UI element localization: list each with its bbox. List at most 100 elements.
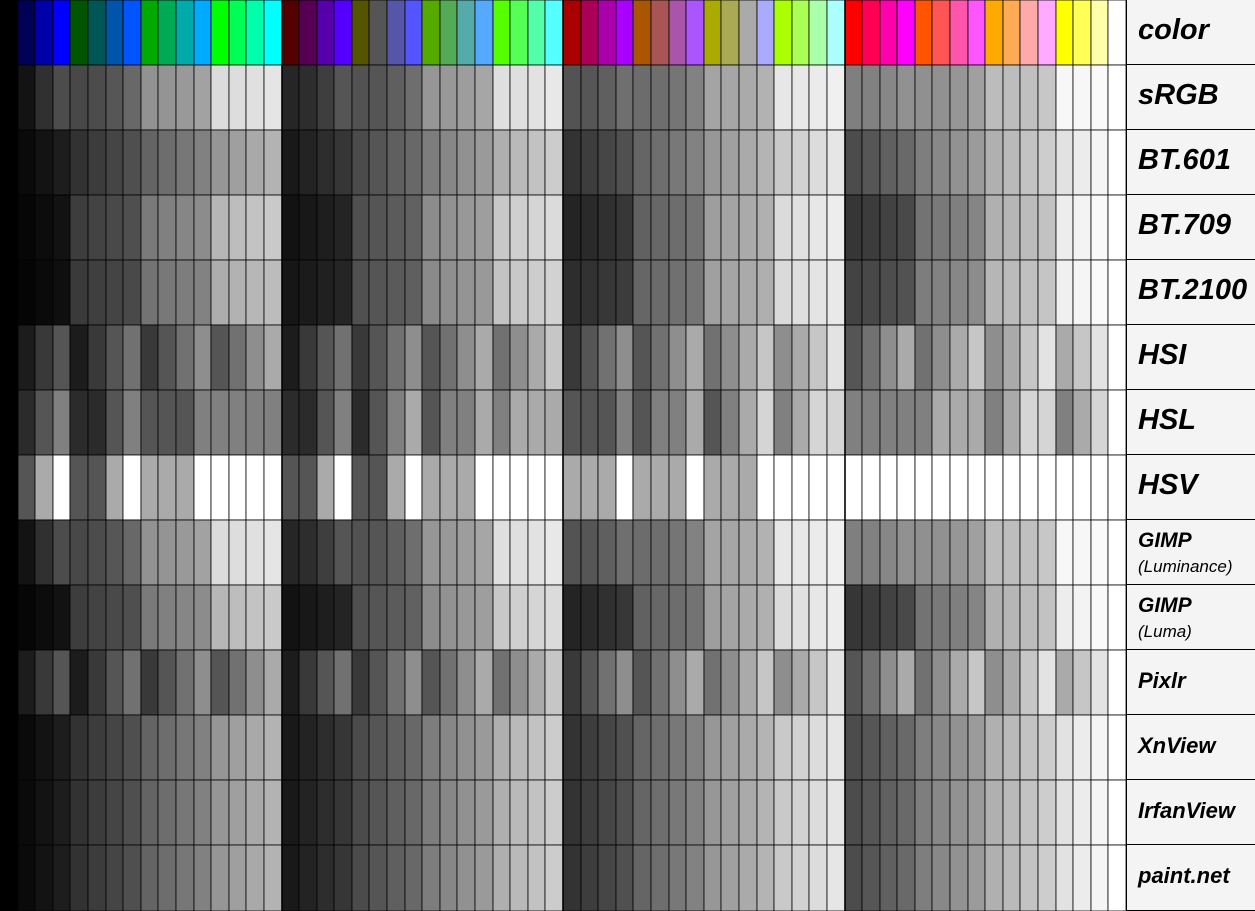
swatch-cell: [738, 64, 758, 131]
swatch-cell: [263, 0, 283, 66]
swatch-cell: [157, 519, 177, 586]
swatch-cell: [421, 0, 441, 66]
swatch-cell: [333, 194, 353, 261]
swatch-cell: [1037, 714, 1057, 781]
swatch-cell: [720, 64, 740, 131]
swatch-cell: [703, 0, 722, 66]
swatch-cell: [228, 129, 247, 196]
swatch-cell: [175, 324, 195, 391]
swatch-cell: [791, 64, 810, 131]
swatch-cell: [791, 844, 810, 911]
swatch-cell: [949, 584, 969, 651]
swatch-cell: [456, 714, 476, 781]
swatch-cell: [720, 194, 740, 261]
swatch-cell: [492, 324, 511, 391]
swatch-cell: [914, 129, 933, 196]
swatch-cell: [157, 259, 177, 326]
swatch-cell: [193, 64, 212, 131]
swatch-cell: [773, 649, 793, 716]
swatch-cell: [808, 389, 828, 456]
swatch-cell: [1072, 454, 1092, 521]
swatch-cell: [69, 194, 89, 261]
swatch-cell: [984, 519, 1004, 586]
swatch-cell: [509, 714, 529, 781]
swatch-cell: [668, 0, 687, 66]
swatch-cell: [685, 64, 705, 131]
swatch-cell: [1002, 454, 1021, 521]
swatch-cell: [1090, 389, 1109, 456]
swatch-cell: [1002, 194, 1021, 261]
swatch-cell: [456, 779, 476, 846]
swatch-cell: [650, 714, 670, 781]
swatch-cell: [456, 129, 476, 196]
swatch-cell: [615, 844, 634, 911]
swatch-cell: [773, 0, 793, 66]
swatch-cell: [931, 454, 951, 521]
swatch-cell: [685, 714, 705, 781]
swatch-cell: [474, 779, 494, 846]
swatch-cell: [351, 324, 370, 391]
swatch-cell: [1037, 779, 1057, 846]
swatch-cell: [738, 779, 758, 846]
swatch-cell: [122, 844, 142, 911]
swatch-cell: [844, 649, 863, 716]
swatch-cell: [668, 584, 687, 651]
swatch-cell: [984, 454, 1004, 521]
swatch-cell: [122, 584, 142, 651]
swatch-cell: [1002, 649, 1021, 716]
swatch-cell: [492, 714, 511, 781]
swatch-cell: [615, 649, 634, 716]
swatch-cell: [122, 714, 142, 781]
row-label-text: BT.2100: [1138, 274, 1248, 306]
swatch-cell: [544, 519, 564, 586]
swatch-cell: [879, 454, 898, 521]
row-sublabel-text: (Luma): [1138, 622, 1192, 641]
swatch-grid: [0, 0, 1126, 911]
swatch-cell: [861, 779, 881, 846]
swatch-cell: [544, 324, 564, 391]
swatch-cell: [245, 584, 265, 651]
swatch-cell: [157, 0, 177, 66]
swatch-cell: [738, 714, 758, 781]
swatch-cell: [52, 194, 71, 261]
row-label-text: IrfanView: [1138, 798, 1235, 823]
swatch-cell: [298, 194, 318, 261]
swatch-cell: [756, 844, 775, 911]
swatch-cell: [1072, 584, 1092, 651]
swatch-cell: [0, 64, 19, 131]
swatch-cell: [210, 324, 230, 391]
swatch-cell: [949, 454, 969, 521]
swatch-cell: [844, 259, 863, 326]
swatch-cell: [386, 324, 406, 391]
swatch-cell: [931, 389, 951, 456]
swatch-cell: [1107, 714, 1126, 781]
swatch-cell: [791, 324, 810, 391]
swatch-cell: [1055, 454, 1074, 521]
swatch-cell: [509, 0, 529, 66]
swatch-cell: [544, 649, 564, 716]
swatch-cell: [685, 259, 705, 326]
swatch-cell: [281, 649, 300, 716]
swatch-cell: [122, 779, 142, 846]
swatch-cell: [386, 194, 406, 261]
swatch-cell: [210, 714, 230, 781]
swatch-cell: [1072, 844, 1092, 911]
swatch-cell: [316, 584, 335, 651]
swatch-cell: [580, 779, 599, 846]
swatch-cell: [580, 64, 599, 131]
swatch-cell: [773, 324, 793, 391]
swatch-cell: [738, 519, 758, 586]
swatch-cell: [17, 259, 36, 326]
swatch-cell: [175, 389, 195, 456]
swatch-cell: [1107, 129, 1126, 196]
swatch-cell: [298, 649, 318, 716]
swatch-cell: [738, 389, 758, 456]
swatch-cell: [791, 0, 810, 66]
swatch-cell: [210, 519, 230, 586]
swatch-cell: [1002, 714, 1021, 781]
swatch-cell: [52, 519, 71, 586]
swatch-cell: [34, 714, 54, 781]
swatch-cell: [826, 844, 846, 911]
swatch-cell: [632, 389, 652, 456]
swatch-cell: [1037, 454, 1057, 521]
